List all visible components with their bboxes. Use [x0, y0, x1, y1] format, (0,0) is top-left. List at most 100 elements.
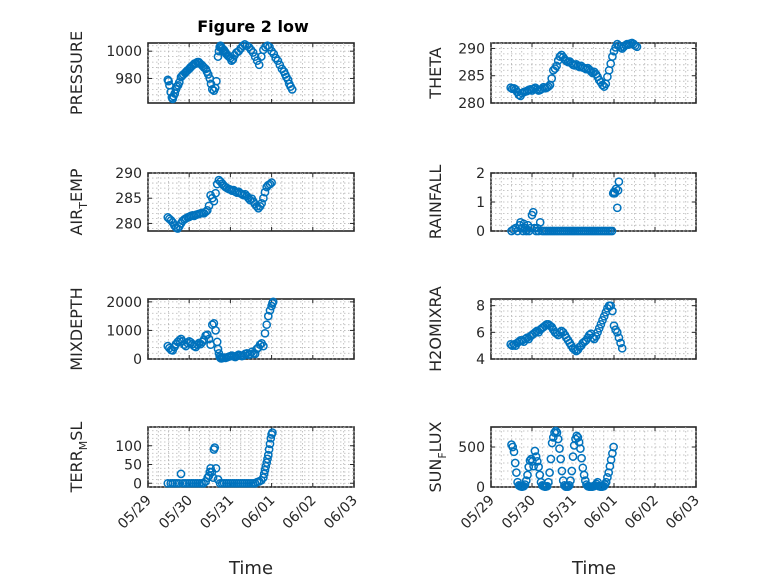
ylabel-sun_flux: SUNFLUX — [426, 421, 449, 492]
data-point — [206, 463, 215, 473]
data-point — [208, 473, 218, 482]
data-point — [531, 452, 541, 461]
subplot-rainfall: 0 1 2 RAINFALL — [426, 165, 697, 240]
ytick-label: 280 — [458, 96, 485, 112]
data-point — [510, 458, 520, 468]
series-sun_flux — [507, 426, 618, 491]
data-point — [211, 188, 220, 198]
data-point — [275, 60, 285, 70]
data-point — [211, 326, 220, 335]
data-point — [612, 327, 622, 337]
data-point — [532, 457, 542, 466]
data-point — [544, 82, 553, 91]
ytick-label: 1000 — [106, 323, 142, 339]
xtick-label: 05/30 — [499, 493, 539, 533]
subplot-h2omixra: 4 6 8 H2OMIXRA — [426, 286, 697, 372]
data-point — [506, 83, 516, 93]
data-point — [580, 63, 589, 73]
subplot-mixdepth: 0 1000 2000 MIXDEPTH — [67, 287, 355, 371]
ytick-label: 2000 — [106, 295, 142, 311]
xtick-label: 06/03 — [321, 493, 361, 533]
data-point — [552, 61, 561, 71]
data-point — [534, 462, 543, 472]
data-point — [612, 203, 622, 213]
data-point — [287, 85, 297, 94]
data-point — [260, 187, 270, 197]
data-point — [614, 333, 624, 343]
data-point — [176, 469, 186, 479]
data-point — [204, 201, 214, 211]
ytick-label: 0 — [476, 224, 485, 240]
data-point — [614, 177, 624, 187]
ylabel-terr_msl: TERRMSL — [67, 422, 90, 494]
ytick-label: 1000 — [106, 44, 142, 60]
data-point — [557, 466, 567, 476]
xtick-label: 06/02 — [280, 493, 320, 533]
data-point — [268, 297, 278, 307]
data-point — [579, 470, 589, 480]
data-point — [544, 477, 553, 487]
data-point — [608, 52, 617, 61]
data-point — [263, 311, 273, 321]
data-point — [248, 48, 258, 57]
data-point — [260, 328, 270, 338]
series-mixdepth — [163, 297, 278, 363]
data-point — [608, 306, 617, 316]
series-terr_msl — [163, 428, 277, 488]
xtick-label: 05/29 — [458, 493, 498, 533]
data-point — [508, 442, 518, 452]
data-point — [576, 444, 585, 453]
data-point — [546, 454, 556, 464]
data-point — [509, 447, 519, 457]
data-point — [512, 468, 521, 477]
data-point — [613, 186, 623, 195]
data-point — [259, 341, 268, 351]
data-point — [262, 320, 272, 330]
data-point — [551, 426, 561, 436]
data-point — [254, 60, 264, 70]
ytick-label: 100 — [115, 439, 142, 455]
data-point — [568, 452, 578, 461]
subplot-terr_msl: 0 50 100 05/29 05/30 05/31 06/01 06/02 06/03 TERR… — [67, 422, 361, 533]
xtick-label: 06/01 — [239, 493, 279, 533]
ytick-label: 2 — [476, 166, 485, 182]
ytick-label: 980 — [115, 71, 142, 87]
figure-title: Figure 2 low — [197, 17, 309, 36]
ytick-label: 280 — [115, 216, 142, 232]
xtick-label: 06/01 — [581, 493, 621, 533]
ytick-label: 285 — [458, 69, 485, 85]
ylabel-air_temp: AIRTEMP — [67, 168, 90, 235]
data-point — [263, 41, 272, 51]
series-pressure — [163, 40, 297, 104]
series-rainfall — [507, 177, 624, 236]
data-point — [601, 477, 611, 487]
data-point — [520, 480, 530, 489]
data-point — [265, 179, 275, 189]
ytick-label: 4 — [476, 352, 485, 368]
data-point — [545, 468, 554, 477]
series-theta — [506, 38, 642, 101]
data-point — [596, 319, 606, 329]
data-point — [209, 196, 219, 206]
data-point — [530, 327, 540, 337]
data-point — [269, 49, 279, 59]
data-point — [164, 76, 173, 86]
ylabel-rainfall: RAINFALL — [426, 165, 445, 240]
data-point — [606, 301, 616, 311]
ytick-label: 0 — [476, 480, 485, 496]
data-point — [265, 42, 274, 52]
xtick-label: 06/03 — [663, 493, 703, 533]
data-point — [530, 446, 540, 456]
data-point — [257, 198, 267, 208]
data-point — [594, 323, 604, 333]
data-point — [509, 225, 518, 234]
data-point — [567, 466, 577, 476]
data-point — [213, 344, 223, 354]
data-point — [573, 433, 583, 442]
data-point — [266, 433, 276, 443]
data-point — [199, 478, 208, 488]
subplot-air_temp: 280 285 290 AIRTEMP — [67, 166, 355, 236]
data-point — [609, 442, 618, 452]
